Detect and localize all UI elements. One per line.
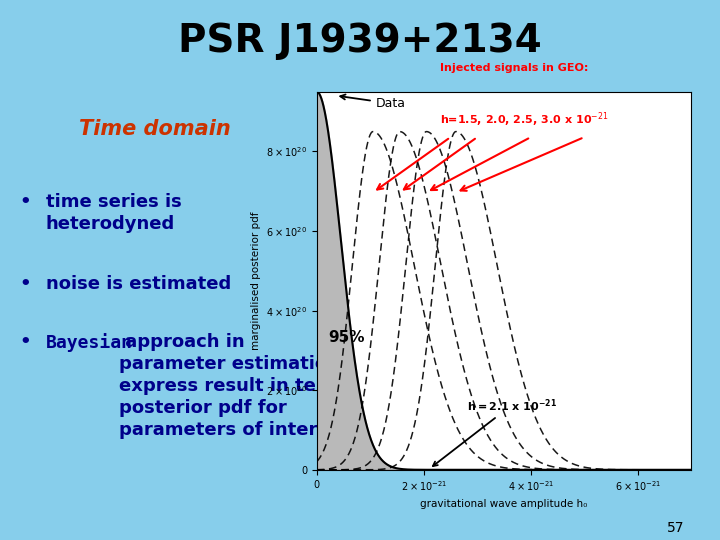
Text: h=1.5, 2.0, 2.5, 3.0 x 10$^{-21}$: h=1.5, 2.0, 2.5, 3.0 x 10$^{-21}$: [440, 111, 608, 129]
Text: PSR J1939+2134: PSR J1939+2134: [178, 22, 542, 59]
Text: Data: Data: [341, 94, 405, 110]
Text: Time domain: Time domain: [79, 119, 230, 139]
Text: •: •: [19, 333, 31, 350]
Text: time series is
heterodyned: time series is heterodyned: [45, 193, 181, 233]
Text: 95%: 95%: [328, 330, 365, 346]
Text: Injected signals in GEO:: Injected signals in GEO:: [440, 63, 588, 73]
Text: $\mathbf{h = 2.1\ x\ 10^{-21}}$: $\mathbf{h = 2.1\ x\ 10^{-21}}$: [433, 397, 557, 466]
Text: Bayesian: Bayesian: [45, 333, 132, 352]
Text: •: •: [19, 275, 31, 293]
Text: approach in
parameter estimation:
express result in terms of
posterior pdf for
p: approach in parameter estimation: expres…: [120, 333, 381, 440]
Text: noise is estimated: noise is estimated: [45, 275, 231, 293]
Y-axis label: marginalised posterior pdf: marginalised posterior pdf: [251, 212, 261, 350]
X-axis label: gravitational wave amplitude h₀: gravitational wave amplitude h₀: [420, 499, 588, 509]
Text: •: •: [19, 193, 31, 211]
Text: 57: 57: [667, 521, 684, 535]
